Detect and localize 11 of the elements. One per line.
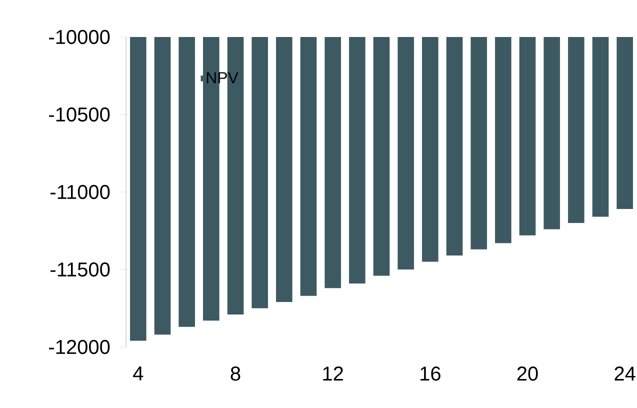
- x-tick-label: 20: [517, 366, 538, 381]
- y-tick-label: -11000: [50, 184, 110, 200]
- x-tick-label: 12: [323, 366, 343, 380]
- y-tick-label: -11500: [50, 262, 110, 277]
- x-tick-label: 16: [420, 366, 440, 381]
- x-tick-label: 4: [133, 366, 144, 380]
- y-tick-label: -12000: [49, 340, 110, 354]
- y-tick-label: -10000: [49, 30, 110, 44]
- x-tick-label: 24: [614, 366, 636, 380]
- y-tick-label: -10500: [49, 107, 110, 122]
- x-tick-label: 8: [230, 366, 240, 381]
